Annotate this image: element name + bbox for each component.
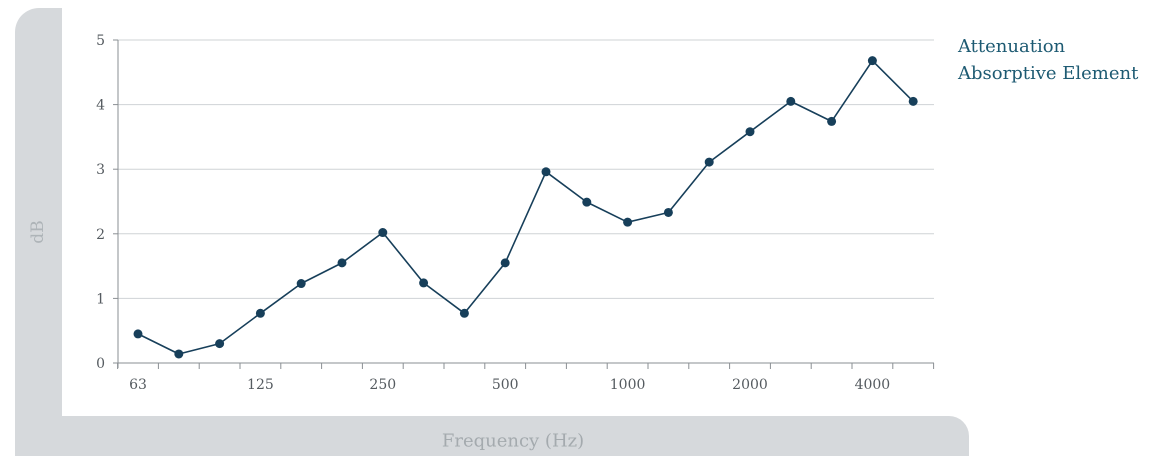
data-point [419,278,429,288]
data-point [337,258,347,268]
x-tick-label: 4000 [855,377,891,393]
data-point [215,339,225,349]
y-tick-label: 3 [96,162,105,178]
data-point [459,308,469,318]
y-tick-label: 2 [96,227,105,243]
x-tick-label: 1000 [610,377,646,393]
data-point [623,217,633,227]
data-point [133,329,143,339]
y-tick-label: 0 [96,356,105,372]
x-tick-label: 500 [492,377,519,393]
legend-line-1: Attenuation [958,36,1066,57]
data-point [174,349,184,359]
data-point [867,56,877,66]
series-line [137,59,914,355]
data-point [827,116,837,126]
data-point [786,96,796,106]
legend-line-2: Absorptive Element [958,63,1139,84]
data-point [908,96,918,106]
data-point [378,228,388,238]
x-tick-label: 250 [369,377,396,393]
data-point [663,207,673,217]
y-tick-label: 5 [96,33,105,49]
data-point [296,279,306,289]
data-point [704,157,714,167]
x-axis-label: Frequency (Hz) [441,430,585,452]
data-point [541,167,551,177]
data-point [582,197,592,207]
legend: Attenuation Absorptive Element [958,33,1138,87]
grid-lines [118,39,934,299]
axes: 0 1 2 3 4 5 63 125 250 500 1000 2000 4000 [96,33,935,393]
data-point [255,308,265,318]
data-point [745,127,755,137]
x-tick-label: 63 [129,377,147,393]
series-attenuation [133,56,918,359]
y-tick-label: 4 [96,98,105,114]
y-tick-label: 1 [96,291,105,307]
left-frame-band [15,8,62,456]
x-tick-label: 2000 [732,377,768,393]
data-point [500,258,510,268]
x-tick-label: 125 [247,377,274,393]
bottom-frame-band [15,416,969,456]
